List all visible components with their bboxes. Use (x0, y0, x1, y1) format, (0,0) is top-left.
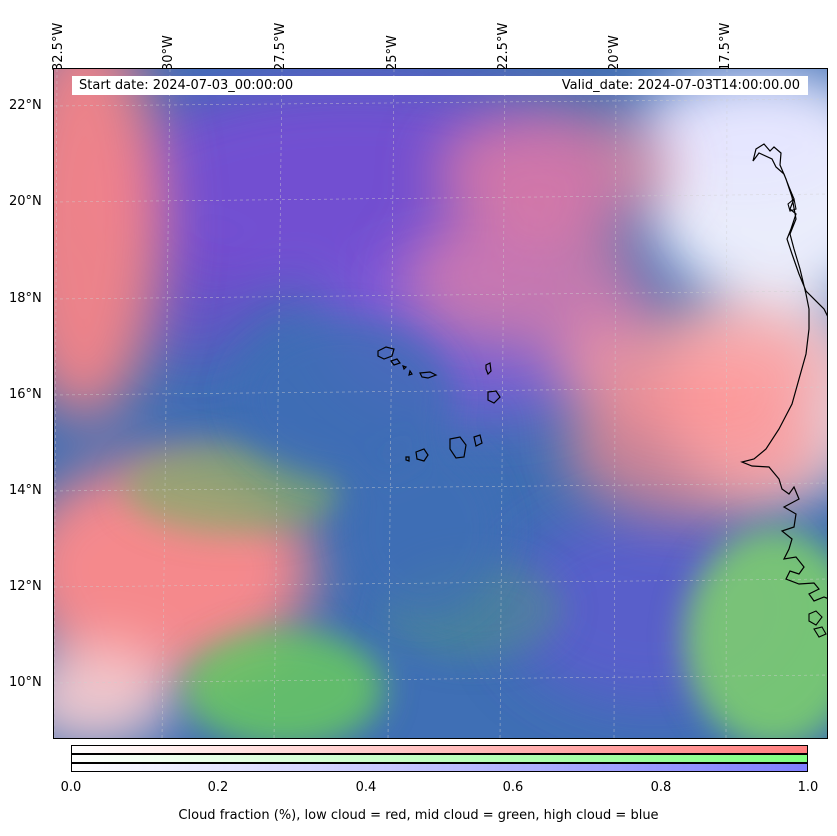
lon-label-20w: 20°W (607, 35, 622, 71)
colorbar-tick-4: 0.8 (650, 780, 672, 795)
lon-label-17-5w: 17.5°W (718, 22, 733, 71)
valid-date-label: Valid_date: 2024-07-03T14:00:00.00 (561, 78, 800, 93)
cloud-fraction-map (53, 68, 828, 739)
coastal-islands-south (808, 610, 827, 638)
colorbar-tick-0: 0.0 (60, 780, 82, 795)
start-date-label: Start date: 2024-07-03_00:00:00 (79, 78, 294, 93)
lon-label-32-5w: 32.5°W (51, 22, 66, 71)
gridlines (54, 69, 827, 738)
lat-label-10n: 10°N (9, 675, 42, 690)
colorbar-title: Cloud fraction (%), low cloud = red, mid… (178, 808, 659, 823)
lon-label-27-5w: 27.5°W (273, 22, 288, 71)
lon-label-22-5w: 22.5°W (496, 22, 511, 71)
colorbar-tick-2: 0.4 (355, 780, 377, 795)
lat-label-12n: 12°N (9, 579, 42, 594)
cape-verde-islands (377, 346, 501, 462)
date-info-bar: Start date: 2024-07-03_00:00:00 Valid_da… (72, 76, 808, 95)
lon-label-30w: 30°W (161, 35, 176, 71)
colorbar-high-cloud (71, 763, 808, 772)
lat-label-16n: 16°N (9, 387, 42, 402)
map-canvas (54, 69, 827, 738)
lon-label-25w: 25°W (385, 35, 400, 71)
low-cloud-layer (54, 69, 827, 738)
clear-ocean-core (234, 319, 504, 619)
lat-label-18n: 18°N (9, 291, 42, 306)
lat-label-22n: 22°N (9, 98, 42, 113)
colorbar-tick-1: 0.2 (207, 780, 229, 795)
colorbar-tick-3: 0.6 (502, 780, 524, 795)
lat-label-14n: 14°N (9, 483, 42, 498)
colorbar-tick-5: 1.0 (797, 780, 819, 795)
colorbar-low-cloud (71, 745, 808, 754)
african-coastline (740, 143, 827, 602)
lat-label-20n: 20°N (9, 194, 42, 209)
colorbar-mid-cloud (71, 754, 808, 763)
colorbar (71, 745, 808, 772)
coastal-island-north (787, 197, 797, 212)
